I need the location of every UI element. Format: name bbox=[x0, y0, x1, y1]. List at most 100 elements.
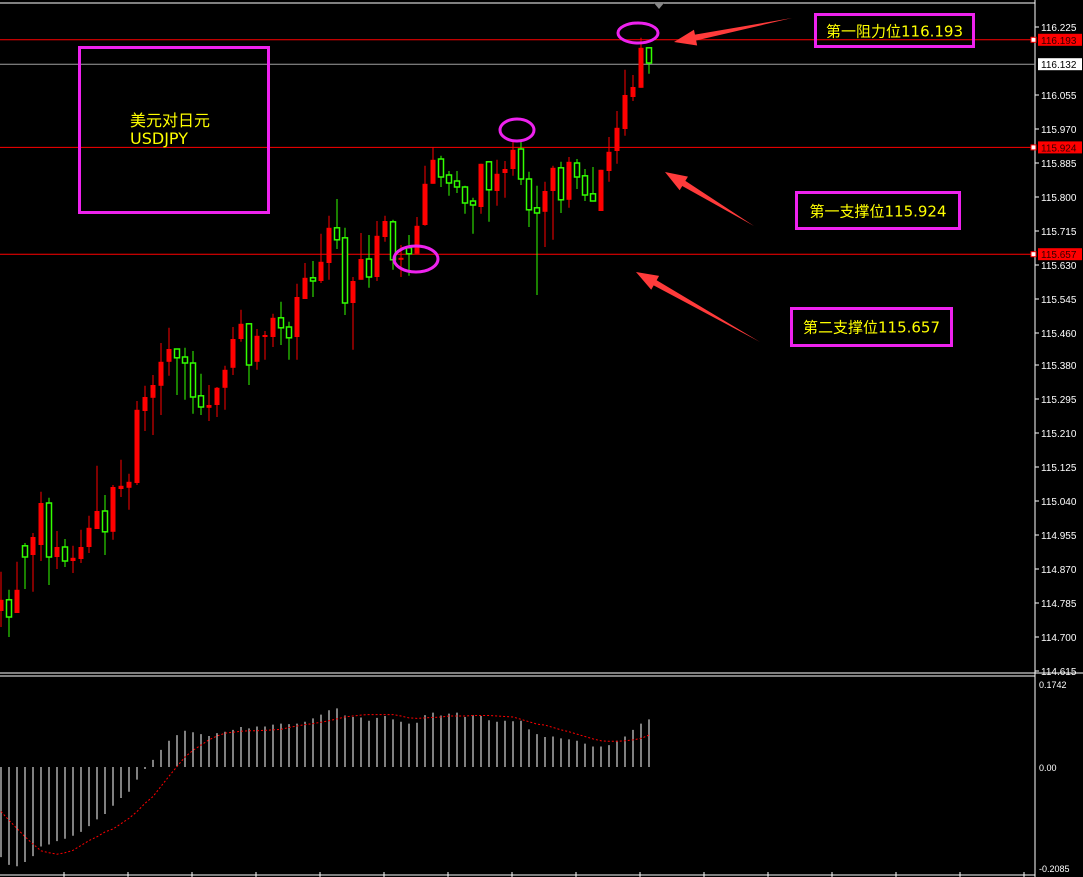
price-tick-label: 114.870 bbox=[1041, 565, 1077, 576]
candle-body bbox=[517, 148, 525, 180]
candle bbox=[222, 365, 228, 410]
level-price-badge bbox=[1038, 33, 1082, 46]
candle-body bbox=[422, 183, 428, 225]
candle bbox=[61, 539, 69, 567]
candle-body bbox=[158, 361, 164, 386]
arrow-icon bbox=[665, 172, 754, 226]
candle bbox=[245, 323, 253, 385]
resistance-1-label-box: 第一阻力位116.193 bbox=[814, 13, 975, 48]
candle-body bbox=[589, 193, 597, 202]
candle bbox=[134, 401, 140, 485]
candle-body bbox=[222, 369, 228, 388]
candle bbox=[318, 233, 324, 283]
price-tick-label: 115.715 bbox=[1041, 227, 1077, 238]
candle bbox=[437, 155, 445, 187]
price-tick-label: 115.630 bbox=[1041, 261, 1077, 272]
candle bbox=[517, 141, 525, 185]
candle-body bbox=[557, 167, 565, 201]
candle-body bbox=[61, 546, 69, 562]
candle bbox=[350, 277, 356, 350]
candle-body bbox=[533, 207, 541, 214]
candle bbox=[550, 165, 556, 240]
candle-body bbox=[581, 175, 589, 196]
candle-body bbox=[270, 317, 276, 337]
candle-body bbox=[566, 161, 572, 200]
candle-body bbox=[142, 397, 148, 411]
symbol-box bbox=[78, 46, 270, 214]
candle bbox=[38, 491, 44, 561]
support-1-label: 第一支撑位115.924 bbox=[809, 202, 947, 220]
candle bbox=[0, 571, 4, 627]
candle-body bbox=[294, 297, 300, 337]
candle bbox=[197, 373, 205, 415]
candle-body bbox=[101, 510, 109, 533]
price-tick-label: 115.210 bbox=[1041, 429, 1077, 440]
symbol-name-cn: 美元对日元 bbox=[130, 111, 211, 130]
candle bbox=[118, 459, 124, 497]
price-tick-label: 115.380 bbox=[1041, 361, 1077, 372]
candle-body bbox=[502, 169, 508, 173]
candle-body bbox=[189, 362, 197, 398]
candle-body bbox=[461, 186, 469, 204]
candle bbox=[101, 495, 109, 555]
candle-body bbox=[453, 180, 461, 188]
candle-body bbox=[630, 87, 636, 97]
indicator-tick-label: 0.1742 bbox=[1039, 680, 1067, 690]
price-tick-label: 115.545 bbox=[1041, 295, 1077, 306]
candle-body bbox=[614, 127, 620, 151]
arrow-icon bbox=[674, 18, 792, 46]
candle-body bbox=[238, 323, 244, 339]
candle-body bbox=[542, 191, 548, 212]
candle-body bbox=[86, 527, 92, 547]
candle bbox=[54, 531, 60, 569]
candle bbox=[294, 283, 300, 360]
candle-body bbox=[638, 47, 644, 88]
candle bbox=[341, 227, 349, 315]
candle bbox=[573, 159, 581, 189]
price-tick-label: 115.040 bbox=[1041, 497, 1077, 508]
highlight-ellipse-icon bbox=[616, 21, 660, 45]
candle-body bbox=[214, 387, 220, 405]
candle bbox=[630, 75, 636, 101]
highlight-ellipse-icon bbox=[392, 244, 440, 274]
candle-body bbox=[230, 339, 236, 368]
candle-body bbox=[485, 161, 493, 191]
candle bbox=[542, 181, 548, 247]
candle bbox=[126, 473, 132, 510]
candle bbox=[150, 375, 156, 435]
candle-body bbox=[445, 174, 453, 184]
candle-body bbox=[206, 405, 212, 408]
candle bbox=[430, 147, 436, 184]
candle bbox=[262, 331, 268, 360]
candle-body bbox=[110, 487, 116, 532]
price-tick-label: 116.055 bbox=[1041, 91, 1077, 102]
candle-body bbox=[197, 395, 205, 408]
arrow-icon bbox=[636, 272, 760, 342]
price-tick-label: 114.955 bbox=[1041, 531, 1077, 542]
level-marker bbox=[1030, 251, 1037, 258]
candle-body bbox=[622, 95, 628, 129]
candle bbox=[365, 235, 373, 288]
candle bbox=[110, 485, 116, 540]
candle-body bbox=[358, 259, 364, 280]
candle bbox=[70, 545, 76, 573]
candle bbox=[414, 217, 420, 254]
candle bbox=[453, 171, 461, 193]
candle-body bbox=[181, 356, 189, 364]
candle-body bbox=[0, 599, 4, 611]
level-marker bbox=[1030, 144, 1037, 151]
price-tick-label: 115.460 bbox=[1041, 329, 1077, 340]
candle-body bbox=[573, 162, 581, 178]
candle bbox=[309, 261, 317, 297]
candle bbox=[142, 385, 148, 431]
candle-body bbox=[606, 151, 612, 171]
current-price-label: 116.132 bbox=[1041, 60, 1077, 71]
candle bbox=[589, 167, 597, 202]
candle-body bbox=[150, 385, 156, 398]
price-tick-label: 115.970 bbox=[1041, 125, 1077, 136]
candle bbox=[277, 301, 285, 345]
level-price-badge bbox=[1038, 248, 1082, 261]
price-tick-label: 115.295 bbox=[1041, 395, 1077, 406]
candle bbox=[254, 329, 260, 370]
